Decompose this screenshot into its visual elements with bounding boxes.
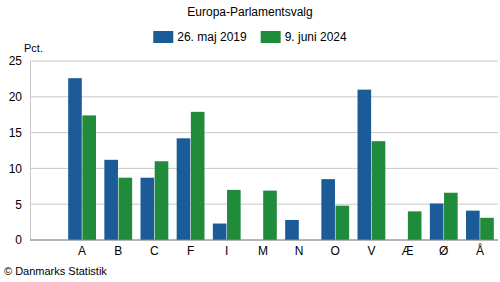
y-axis: 0 5 10 15 20 25 <box>9 54 31 247</box>
y-axis-title: Pct. <box>24 42 43 54</box>
x-tick: M <box>258 240 268 258</box>
bar <box>227 190 241 240</box>
y-tick: 0 <box>15 233 30 247</box>
bar <box>430 203 444 240</box>
bar <box>358 90 372 240</box>
x-tick: O <box>331 240 340 258</box>
x-tick-label: V <box>367 244 375 258</box>
bar <box>336 206 350 240</box>
x-tick-label: Ø <box>439 244 448 258</box>
bar <box>104 160 118 240</box>
bar <box>191 112 205 240</box>
grid-line <box>30 168 498 169</box>
bar <box>321 179 335 240</box>
grid-line <box>30 132 498 133</box>
y-axis-line <box>30 62 31 241</box>
bar <box>155 161 169 240</box>
y-tick: 25 <box>9 54 30 68</box>
bar <box>213 224 227 240</box>
source: © Danmarks Statistik <box>4 265 107 277</box>
y-tick-label: 0 <box>15 233 22 247</box>
bar-series <box>68 78 479 240</box>
bar <box>68 78 82 240</box>
y-tick: 10 <box>9 162 30 176</box>
x-tick-label: Å <box>476 243 484 258</box>
bar <box>177 138 191 240</box>
bar <box>466 211 480 240</box>
x-tick: Æ <box>402 240 414 258</box>
legend: 26. maj 2019 9. juni 2024 <box>153 30 347 44</box>
x-tick: N <box>295 240 304 258</box>
x-tick: B <box>114 240 122 258</box>
x-tick: Å <box>476 240 484 258</box>
y-tick-label: 10 <box>9 162 23 176</box>
bar <box>372 141 386 240</box>
bar <box>480 218 494 240</box>
bar <box>119 178 133 240</box>
x-tick: A <box>78 240 86 258</box>
x-axis: ABCFIMNOVÆØÅ <box>30 240 498 258</box>
y-tick: 5 <box>15 198 30 212</box>
bar <box>141 178 155 240</box>
legend-swatch <box>261 31 281 43</box>
x-tick-label: C <box>150 244 159 258</box>
chart: Europa-Parlamentsvalg 26. maj 2019 9. juni… <box>0 0 500 282</box>
legend-label: 26. maj 2019 <box>177 30 247 44</box>
x-tick: I <box>225 240 228 258</box>
y-tick-label: 25 <box>9 54 23 68</box>
legend-label: 9. juni 2024 <box>285 30 347 44</box>
bars <box>68 78 494 240</box>
y-tick: 20 <box>9 90 30 104</box>
y-tick-label: 5 <box>15 198 22 212</box>
legend-swatch <box>153 31 173 43</box>
y-tick-label: 15 <box>9 126 23 140</box>
grid-line <box>30 61 498 62</box>
x-tick-label: F <box>187 244 194 258</box>
x-tick-label: N <box>295 244 304 258</box>
x-tick: F <box>187 240 194 258</box>
bar <box>285 220 299 240</box>
x-axis-line <box>30 240 498 241</box>
grid-line <box>30 240 498 241</box>
y-tick: 15 <box>9 126 30 140</box>
title: Europa-Parlamentsvalg <box>187 5 312 19</box>
x-tick-label: B <box>114 244 122 258</box>
x-tick: Ø <box>439 240 448 258</box>
x-tick: V <box>367 240 375 258</box>
x-tick-label: A <box>78 244 86 258</box>
grid-line <box>30 96 498 97</box>
grid <box>30 61 498 240</box>
x-tick: C <box>150 240 159 258</box>
x-tick-label: Æ <box>402 244 414 258</box>
x-tick-label: O <box>331 244 340 258</box>
x-tick-label: I <box>225 244 228 258</box>
bar-series <box>82 112 493 240</box>
y-tick-label: 20 <box>9 90 23 104</box>
bar <box>263 191 277 240</box>
bar <box>444 193 458 240</box>
bar <box>408 211 422 240</box>
bar <box>82 115 96 240</box>
x-tick-label: M <box>258 244 268 258</box>
